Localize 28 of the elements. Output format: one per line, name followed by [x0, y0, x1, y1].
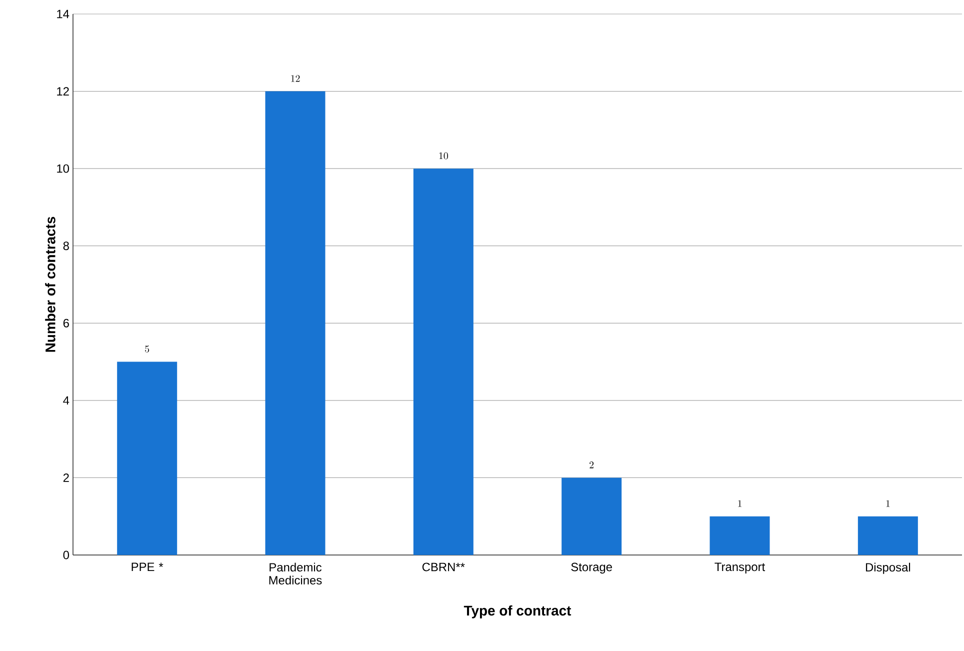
- y-tick-label: 2: [63, 474, 69, 482]
- x-tick-label: Pandemic Medicines: [269, 562, 322, 584]
- x-tick-label: PPE *: [132, 562, 164, 571]
- x-tick-label: Disposal: [866, 562, 910, 574]
- x-tick-label: CBRN**: [422, 562, 465, 572]
- y-tick-label: 12: [57, 87, 69, 96]
- y-tick-label: 4: [63, 396, 70, 405]
- y-axis-title: Number of contracts: [45, 216, 56, 352]
- y-tick-label: 0: [63, 550, 70, 560]
- data-label: 2: [590, 462, 594, 468]
- data-label: 1: [738, 500, 742, 507]
- x-axis-title: Type of contract: [464, 605, 572, 618]
- x-tick-label: Transport: [714, 562, 766, 574]
- bar: [117, 362, 178, 555]
- data-label: 10: [439, 152, 448, 160]
- y-tick-label: 8: [63, 242, 69, 250]
- bar: [413, 168, 474, 555]
- data-label: 1: [886, 500, 890, 507]
- bar: [858, 516, 918, 555]
- bar: [265, 91, 326, 555]
- y-tick-label: 14: [57, 10, 70, 18]
- data-label: 12: [291, 75, 300, 82]
- y-tick-label: 6: [63, 318, 69, 328]
- x-tick-label: Storage: [571, 562, 612, 574]
- bar: [562, 478, 622, 555]
- y-tick-label: 10: [57, 164, 70, 173]
- bar: [710, 516, 770, 555]
- data-label: 5: [145, 346, 150, 352]
